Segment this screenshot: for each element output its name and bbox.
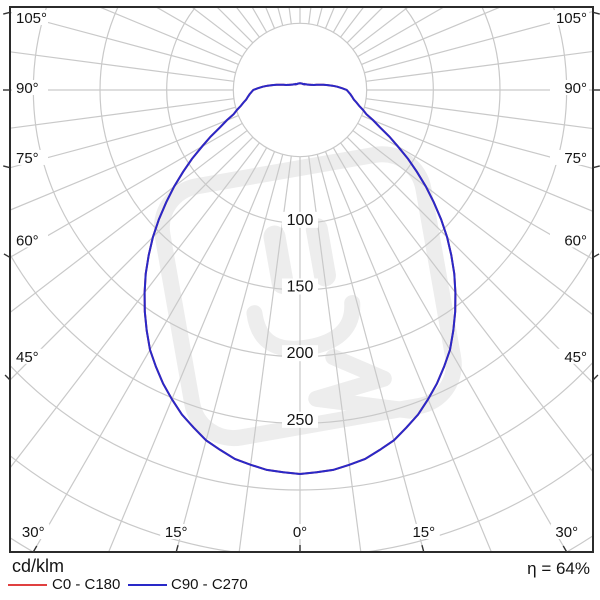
radial-label: 100 <box>287 212 314 229</box>
curve-c90-c270 <box>143 82 457 476</box>
angle-label: 60° <box>564 232 587 249</box>
radial-label: 150 <box>287 279 314 296</box>
angle-label: 90° <box>564 80 587 97</box>
efficiency-label: η = 64% <box>527 559 590 578</box>
angle-label: 15° <box>165 524 188 541</box>
angle-label: 105° <box>16 10 47 27</box>
radial-labels: 100 150 200 250 <box>282 211 318 429</box>
polar-grid <box>11 8 592 551</box>
angle-label: 45° <box>16 349 39 366</box>
angle-label: 30° <box>22 524 45 541</box>
angle-label: 60° <box>16 232 39 249</box>
angle-label: 105° <box>556 10 587 27</box>
angle-labels: 0° 15° 15° 30° 30° 45° 45° 60° 60° 75° 75° 90° 90° 10… <box>12 10 589 541</box>
angle-label: 30° <box>555 524 578 541</box>
legend-swatch-c0-c180 <box>8 584 47 586</box>
angle-label: 75° <box>16 150 39 167</box>
angle-label: 15° <box>412 524 435 541</box>
legend-swatch-c90-c270 <box>128 584 167 586</box>
polar-chart: 0° 15° 15° 30° 30° 45° 45° 60° 60° 75° 75° 90° 90° 10… <box>3 6 600 553</box>
angle-label: 90° <box>16 80 39 97</box>
radial-label: 250 <box>287 412 314 429</box>
angle-label: 0° <box>293 524 307 541</box>
angle-label: 75° <box>564 150 587 167</box>
radial-label: 200 <box>287 345 314 362</box>
plot-frame <box>9 6 594 553</box>
angle-label: 45° <box>564 349 587 366</box>
unit-label: cd/klm <box>12 556 65 576</box>
angle-ticks <box>3 11 600 553</box>
legend-label-c0-c180: C0 - C180 <box>52 576 121 593</box>
legend-label-c90-c270: C90 - C270 <box>171 576 248 593</box>
